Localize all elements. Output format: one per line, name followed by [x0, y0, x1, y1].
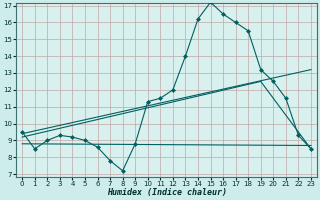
X-axis label: Humidex (Indice chaleur): Humidex (Indice chaleur): [107, 188, 227, 197]
